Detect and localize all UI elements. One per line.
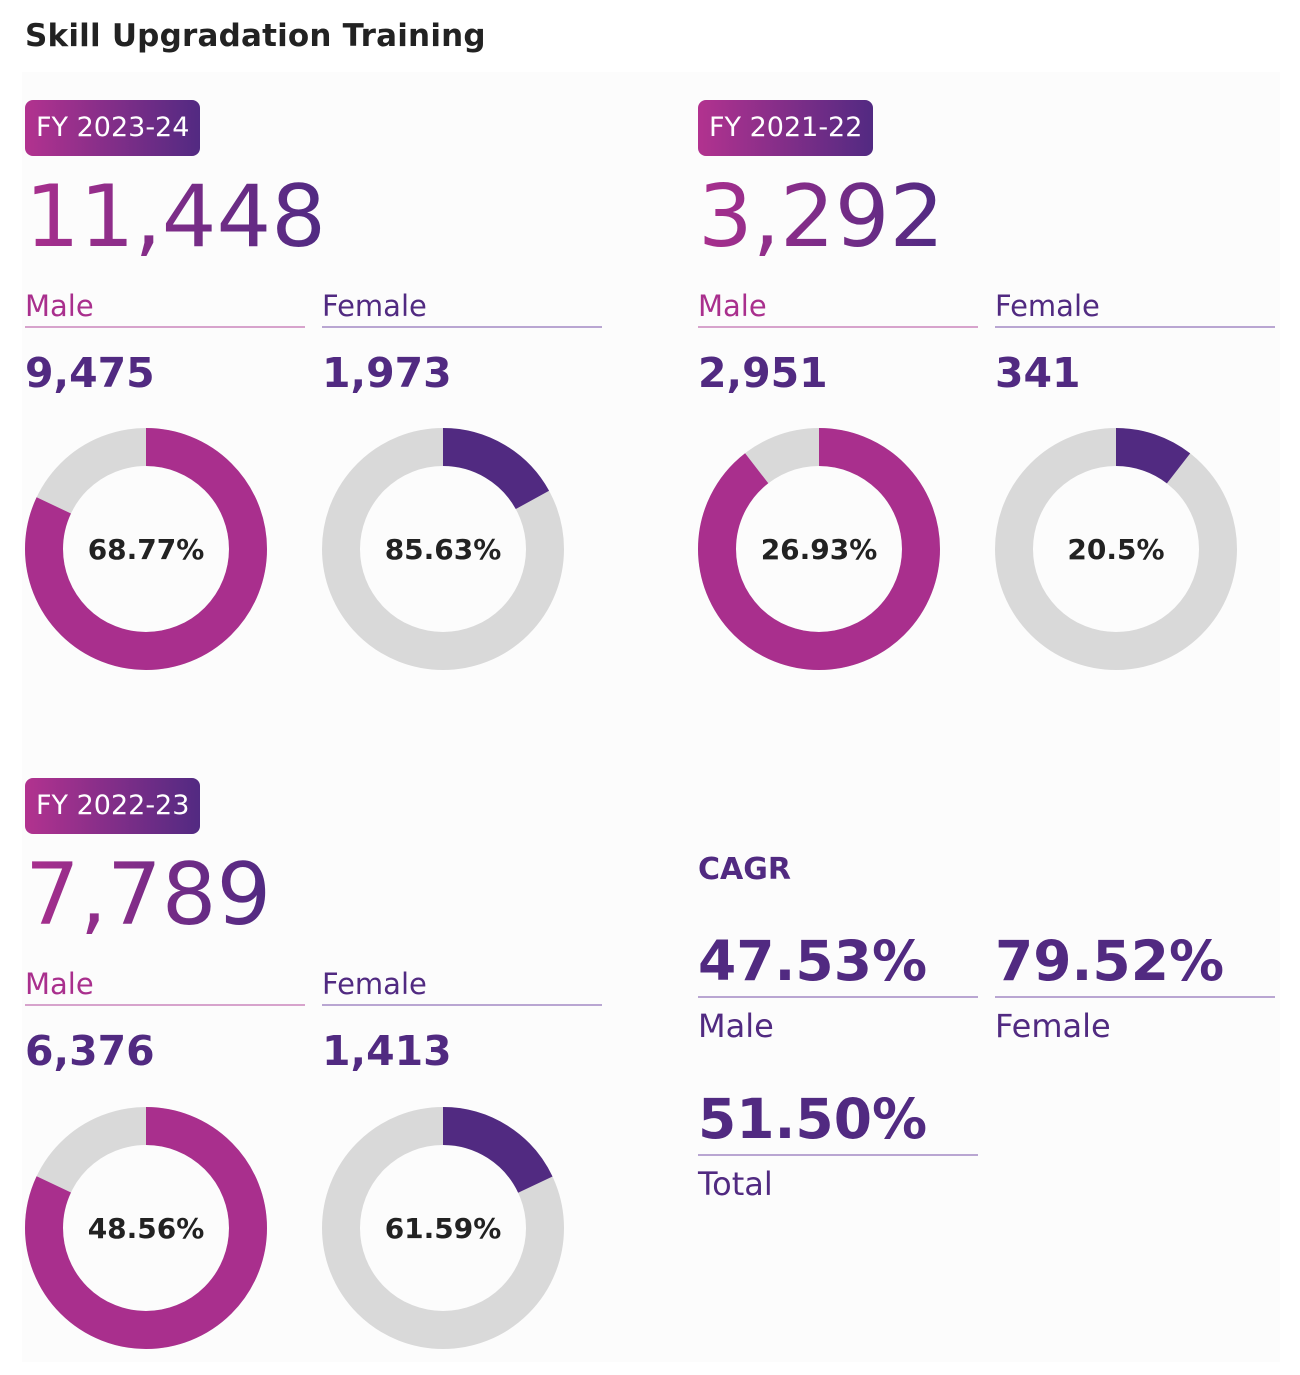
cagr-divider: [698, 996, 978, 998]
male-column: Male 6,376: [25, 966, 305, 1076]
donut-percent-label: 61.59%: [384, 1211, 502, 1245]
cagr-male: 47.53% Male: [698, 928, 978, 1046]
female-divider: [322, 326, 602, 328]
fy-badge: FY 2022-23: [25, 778, 201, 834]
year-block-2022-23: FY 2022-23 7,789 Male 6,376 Female 1,413…: [25, 778, 605, 1375]
donut-arc: [25, 428, 267, 670]
cagr-divider: [995, 996, 1275, 998]
donut-percent-label: 20.5%: [1067, 532, 1165, 566]
male-donut: 48.56%: [25, 1107, 267, 1349]
female-column: Female 1,413: [322, 966, 602, 1076]
fy-total: 7,789: [25, 840, 271, 950]
male-count: 2,951: [698, 349, 828, 397]
female-donut: 20.5%: [995, 428, 1237, 670]
male-divider: [25, 1004, 305, 1006]
fy-badge: FY 2023-24: [25, 100, 201, 156]
male-divider: [25, 326, 305, 328]
male-label: Male: [698, 289, 767, 323]
donut-arc: [25, 1107, 267, 1349]
female-column: Female 341: [995, 288, 1275, 398]
female-label: Female: [322, 967, 427, 1001]
male-donut: 26.93%: [698, 428, 940, 670]
male-column: Male 9,475: [25, 288, 305, 398]
female-label: Female: [995, 289, 1100, 323]
cagr-female: 79.52% Female: [995, 928, 1275, 1046]
cagr-total-value: 51.50%: [698, 1087, 928, 1151]
donut-percent-label: 68.77%: [87, 532, 205, 566]
cagr-total-label: Total: [698, 1165, 773, 1203]
male-label: Male: [25, 289, 94, 323]
female-count: 341: [995, 349, 1081, 397]
cagr-female-value: 79.52%: [995, 929, 1225, 993]
female-label: Female: [322, 289, 427, 323]
fy-total: 11,448: [25, 162, 326, 272]
donut-arc: [322, 1107, 564, 1349]
male-divider: [698, 326, 978, 328]
cagr-male-value: 47.53%: [698, 929, 928, 993]
cagr-section: CAGR 47.53% Male 79.52% Female 51.50% To…: [698, 848, 1278, 1228]
male-count: 9,475: [25, 349, 155, 397]
fy-total: 3,292: [698, 162, 944, 272]
cagr-divider: [698, 1154, 978, 1156]
donut-arc: [995, 428, 1237, 670]
year-block-2021-22: FY 2021-22 3,292 Male 2,951 Female 341 2…: [698, 100, 1278, 700]
male-column: Male 2,951: [698, 288, 978, 398]
male-label: Male: [25, 967, 94, 1001]
year-block-2023-24: FY 2023-24 11,448 Male 9,475 Female 1,97…: [25, 100, 605, 700]
donut-arc: [322, 428, 564, 670]
male-count: 6,376: [25, 1027, 155, 1075]
donut-percent-label: 48.56%: [87, 1211, 205, 1245]
donut-percent-label: 85.63%: [384, 532, 502, 566]
female-donut: 61.59%: [322, 1107, 564, 1349]
female-donut: 85.63%: [322, 428, 564, 670]
male-donut: 68.77%: [25, 428, 267, 670]
cagr-total: 51.50% Total: [698, 1086, 978, 1204]
cagr-title: CAGR: [698, 852, 791, 887]
cagr-female-label: Female: [995, 1007, 1111, 1045]
female-count: 1,413: [322, 1027, 452, 1075]
page-title: Skill Upgradation Training: [25, 18, 486, 54]
cagr-male-label: Male: [698, 1007, 774, 1045]
donut-arc: [698, 428, 940, 670]
fy-badge: FY 2021-22: [698, 100, 874, 156]
donut-percent-label: 26.93%: [760, 532, 878, 566]
female-divider: [322, 1004, 602, 1006]
female-divider: [995, 326, 1275, 328]
female-column: Female 1,973: [322, 288, 602, 398]
female-count: 1,973: [322, 349, 452, 397]
